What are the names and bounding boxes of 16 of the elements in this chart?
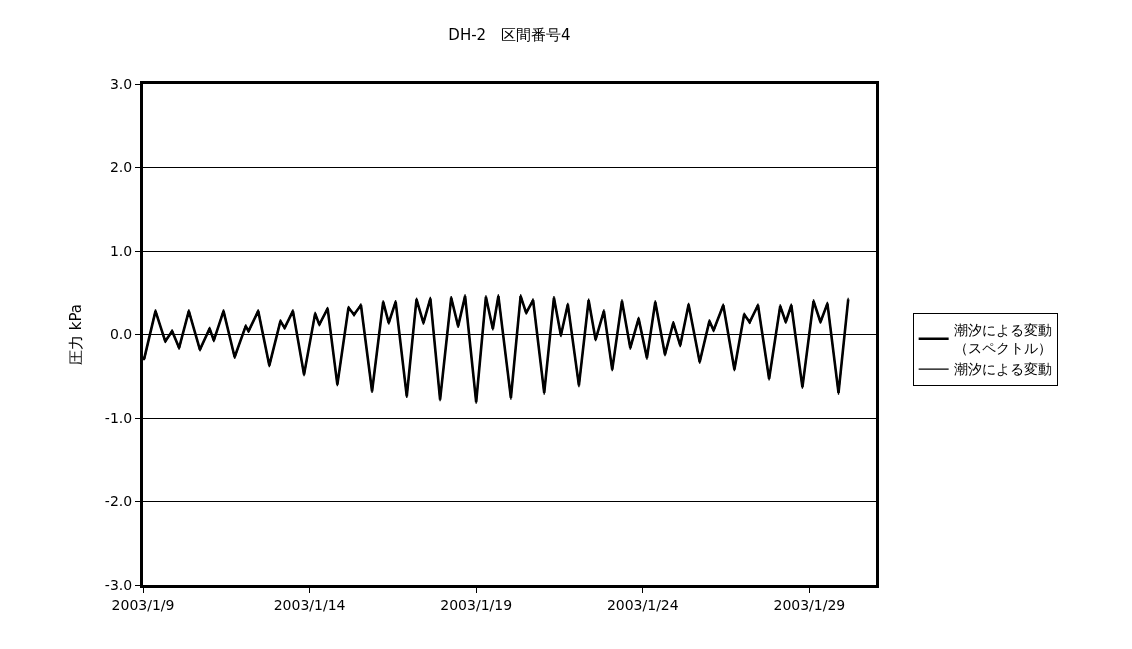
- x-tick-label: 2003/1/9: [111, 596, 175, 613]
- y-tick-label: -1.0: [104, 409, 133, 426]
- chart-title: DH-2 区間番号4: [448, 25, 571, 44]
- x-tick-label: 2003/1/24: [606, 596, 679, 613]
- x-tick-label: 2003/1/29: [773, 596, 846, 613]
- y-tick-label: -2.0: [104, 493, 133, 510]
- x-tick-label: 2003/1/14: [273, 596, 346, 613]
- y-tick-label: 3.0: [109, 75, 133, 92]
- y-axis-title: 圧力 kPa: [67, 303, 86, 366]
- x-tick-label: 2003/1/19: [440, 596, 513, 613]
- y-tick-label: 0.0: [109, 326, 133, 343]
- y-tick-label: -3.0: [104, 576, 133, 593]
- legend-label: 潮汐による変動: [953, 361, 1052, 378]
- legend-label: 潮汐による変動（スペクトル）: [953, 322, 1052, 357]
- y-tick-label: 2.0: [109, 159, 133, 176]
- y-tick-label: 1.0: [109, 242, 133, 259]
